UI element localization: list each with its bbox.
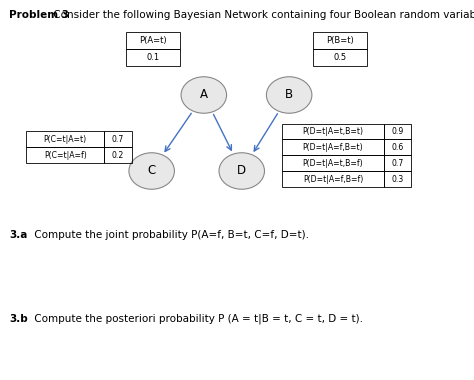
Bar [384, 171, 411, 187]
Bar [26, 147, 104, 163]
Text: Consider the following Bayesian Network containing four Boolean random variables: Consider the following Bayesian Network … [50, 10, 474, 19]
Circle shape [219, 153, 264, 189]
Text: P(D=t|A=t,B=f): P(D=t|A=t,B=f) [303, 159, 363, 168]
Text: P(C=t|A=f): P(C=t|A=f) [44, 150, 87, 160]
Text: P(C=t|A=t): P(C=t|A=t) [44, 135, 87, 144]
Text: 0.1: 0.1 [146, 53, 159, 62]
Text: P(D=t|A=t,B=t): P(D=t|A=t,B=t) [302, 127, 364, 136]
Bar [384, 155, 411, 171]
Text: A: A [200, 89, 208, 101]
Text: P(D=t|A=f,B=t): P(D=t|A=f,B=t) [303, 143, 363, 152]
Text: 0.7: 0.7 [112, 135, 124, 144]
Text: D: D [237, 165, 246, 177]
Bar [126, 49, 180, 66]
Text: 3.b: 3.b [9, 314, 28, 323]
Text: B: B [285, 89, 293, 101]
Text: Compute the joint probability P(A=f, B=t, C=f, D=t).: Compute the joint probability P(A=f, B=t… [31, 230, 309, 240]
Bar [313, 32, 367, 49]
Text: P(A=t): P(A=t) [139, 36, 167, 45]
Text: 0.6: 0.6 [392, 143, 404, 152]
Bar [104, 131, 132, 147]
Text: 0.9: 0.9 [392, 127, 404, 136]
Text: Compute the posteriori probability P (A = t|B = t, C = t, D = t).: Compute the posteriori probability P (A … [31, 314, 363, 324]
Text: P(B=t): P(B=t) [326, 36, 354, 45]
Circle shape [129, 153, 174, 189]
Bar [26, 131, 104, 147]
Text: C: C [147, 165, 156, 177]
Text: Problem 3: Problem 3 [9, 10, 70, 19]
Bar [384, 124, 411, 139]
Text: P(D=t|A=f,B=f): P(D=t|A=f,B=f) [303, 175, 363, 184]
Bar [104, 147, 132, 163]
Bar [282, 171, 384, 187]
Text: 0.5: 0.5 [334, 53, 346, 62]
Circle shape [181, 77, 227, 113]
Text: 0.3: 0.3 [392, 175, 404, 184]
Bar [282, 124, 384, 139]
Bar [313, 49, 367, 66]
Text: 0.7: 0.7 [392, 159, 404, 168]
Circle shape [266, 77, 312, 113]
Text: 3.a: 3.a [9, 230, 28, 240]
Bar [282, 155, 384, 171]
Bar [282, 139, 384, 155]
Text: 0.2: 0.2 [112, 150, 124, 160]
Bar [384, 139, 411, 155]
Bar [126, 32, 180, 49]
